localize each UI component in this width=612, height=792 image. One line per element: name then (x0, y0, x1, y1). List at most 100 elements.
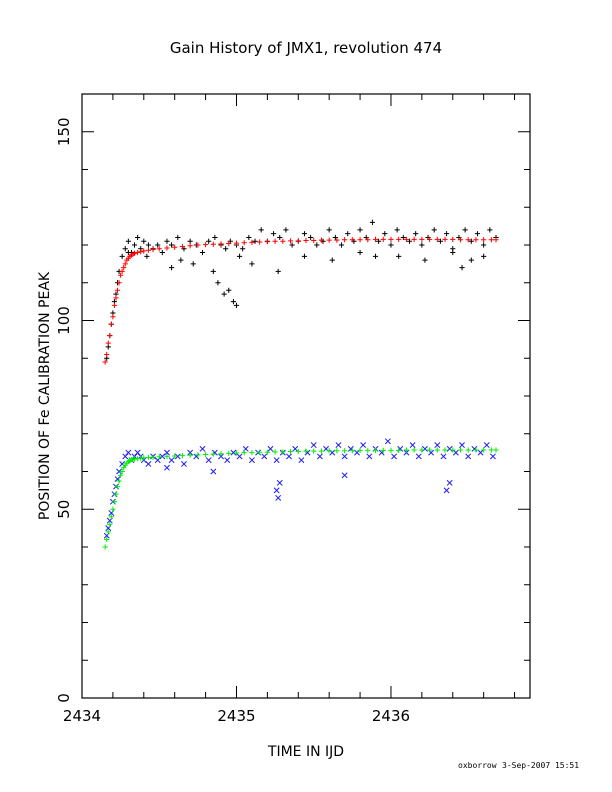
data-point (187, 243, 193, 249)
data-point (295, 238, 301, 244)
data-point (230, 299, 236, 305)
data-point (459, 442, 465, 449)
y-tick-label: 50 (55, 500, 73, 519)
data-point (206, 238, 212, 244)
series-0 (104, 219, 499, 361)
data-point (240, 246, 246, 252)
data-point (258, 227, 264, 233)
data-point (141, 238, 147, 244)
data-point (329, 257, 335, 263)
data-point (205, 457, 212, 464)
y-axis: 0 50 100 150 (55, 93, 530, 703)
data-point (443, 487, 450, 494)
data-point (341, 453, 348, 460)
data-point (276, 479, 283, 486)
x-tick-label: 2435 (217, 707, 255, 725)
data-point (270, 231, 277, 237)
data-point (125, 249, 131, 256)
data-point (316, 453, 323, 460)
data-point (110, 314, 116, 320)
data-point (155, 242, 161, 248)
data-point (172, 453, 178, 459)
data-point (230, 449, 237, 456)
data-point (181, 460, 187, 467)
data-point (477, 449, 484, 456)
data-point (380, 447, 386, 453)
x-axis-label: TIME IN IJD (267, 744, 344, 760)
data-point (275, 494, 282, 501)
data-point (326, 237, 332, 243)
data-point (118, 472, 124, 478)
data-point (108, 514, 114, 520)
data-point (459, 265, 465, 271)
data-point (119, 468, 125, 475)
data-point (275, 268, 281, 275)
x-tick-label: 2436 (372, 707, 410, 725)
data-point (118, 272, 124, 278)
data-point (202, 242, 209, 248)
data-point (164, 245, 170, 251)
data-point (224, 457, 231, 464)
data-point (311, 448, 317, 454)
data-point (104, 536, 110, 543)
data-point (280, 449, 286, 455)
data-point (283, 227, 289, 233)
data-point (249, 239, 255, 245)
data-point (426, 447, 433, 453)
data-point (141, 248, 147, 254)
data-point (145, 454, 152, 461)
data-point (442, 447, 448, 453)
data-point (342, 237, 348, 243)
data-point (434, 236, 440, 242)
data-point (187, 449, 194, 456)
data-point (241, 240, 247, 246)
data-point (102, 544, 108, 550)
data-point (465, 447, 471, 453)
data-point (360, 442, 367, 449)
data-point (473, 237, 479, 243)
data-point (335, 442, 342, 449)
data-point (187, 452, 193, 458)
data-point (187, 238, 193, 244)
data-point (388, 242, 394, 248)
data-point (264, 239, 270, 245)
data-point (434, 442, 441, 449)
data-point (419, 447, 425, 453)
data-point (122, 261, 128, 267)
data-point (334, 237, 340, 243)
data-point (308, 234, 314, 241)
data-point (481, 237, 487, 243)
data-point (394, 227, 400, 233)
data-point (195, 452, 201, 458)
data-point (212, 234, 218, 241)
data-point (372, 447, 379, 453)
data-point (233, 302, 240, 308)
data-point (349, 448, 355, 454)
data-point (303, 237, 309, 244)
data-point (493, 237, 499, 243)
plot-frame (81, 93, 531, 699)
data-point (488, 237, 494, 243)
data-point (292, 445, 299, 452)
data-point (365, 237, 371, 243)
data-point (144, 253, 150, 259)
data-point (415, 453, 422, 460)
data-point (104, 351, 110, 358)
series-2 (103, 438, 496, 539)
data-point (150, 246, 156, 253)
x-axis: 2434 2435 2436 (63, 94, 516, 725)
data-point (372, 236, 379, 242)
data-point (218, 451, 224, 457)
data-point (164, 449, 170, 456)
data-point (273, 457, 280, 464)
data-point (131, 250, 138, 256)
data-point (175, 234, 181, 241)
data-point (286, 453, 292, 460)
footer-timestamp: 3-Sep-2007 15:51 (502, 761, 579, 770)
data-point (145, 242, 152, 248)
data-point (365, 447, 371, 453)
data-point (221, 291, 227, 297)
data-point (396, 447, 402, 453)
data-point (261, 453, 268, 460)
data-point (121, 265, 127, 271)
